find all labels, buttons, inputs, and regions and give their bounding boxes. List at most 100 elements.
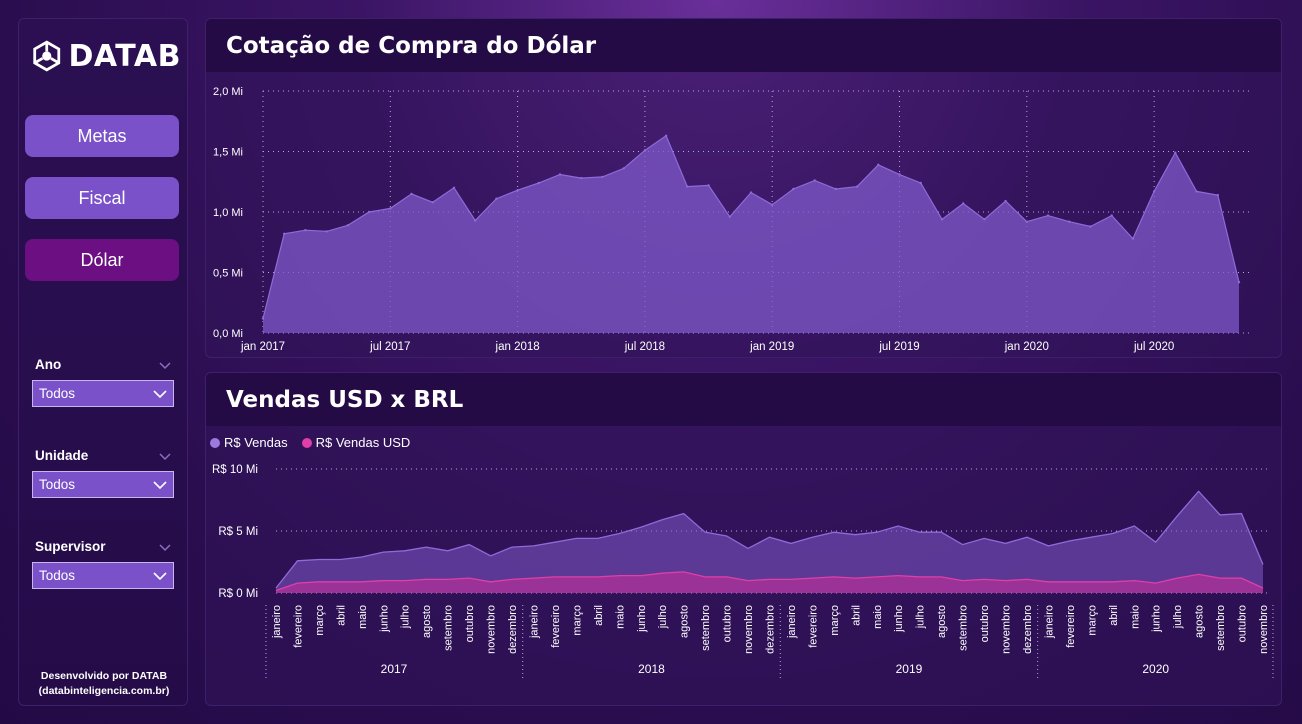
month-label: outubro [979, 605, 991, 642]
x-tick-label: jan 2018 [495, 341, 540, 353]
credit-line-1: Desenvolvido por DATAB [40, 670, 168, 682]
month-label: fevereiro [292, 605, 304, 648]
unidade-dropdown-value: Todos [39, 477, 76, 492]
month-label: junho [1151, 605, 1163, 633]
data-point [749, 191, 753, 194]
sidebar: DATAB Metas Fiscal Dólar Ano Todos Unida… [18, 18, 188, 706]
month-label: abril [593, 605, 605, 626]
data-point [410, 192, 413, 196]
legend-dot-rs-vendas [210, 437, 220, 448]
unidade-collapse-chevron-icon[interactable] [159, 450, 171, 462]
series-line-rs-vendas [275, 490, 1264, 589]
data-point [1174, 151, 1177, 154]
month-label: janeiro [528, 605, 540, 639]
x-tick-label: jul 2018 [624, 341, 665, 353]
data-point [580, 176, 583, 180]
dollar-quote-panel: Cotação de Compra do Dólar 2,0 Mi 1,5 Mi 1… [205, 18, 1282, 358]
month-label: dezembro [507, 605, 519, 654]
year-label: 2019 [896, 662, 923, 676]
month-label: março [1086, 605, 1098, 636]
y-tick-label: 0,5 Mi [213, 268, 243, 280]
dolar-button[interactable]: Dólar [25, 239, 179, 281]
supervisor-dropdown[interactable]: Todos [32, 562, 174, 589]
month-label: fevereiro [1065, 605, 1077, 648]
data-point [1068, 220, 1071, 223]
supervisor-collapse-chevron-icon[interactable] [159, 541, 171, 553]
data-point [1152, 190, 1156, 193]
data-point [919, 181, 922, 185]
data-point [1004, 199, 1007, 203]
month-label: novembro [1258, 605, 1270, 654]
x-tick-label: jan 2020 [1004, 341, 1049, 353]
data-point [855, 185, 859, 188]
ano-dropdown-value: Todos [39, 386, 76, 401]
month-label: fevereiro [807, 605, 819, 648]
data-point [601, 175, 604, 179]
datab-logo-icon [33, 40, 61, 72]
data-point [389, 207, 392, 210]
x-tick-label: jul 2019 [878, 341, 919, 353]
data-point [516, 189, 519, 192]
metas-button[interactable]: Metas [25, 115, 179, 157]
month-label: junho [636, 605, 648, 633]
ano-dropdown[interactable]: Todos [32, 380, 174, 407]
data-point [877, 163, 880, 166]
data-point [643, 149, 647, 152]
month-label: agosto [679, 605, 691, 638]
legend-label-rs-vendas: R$ Vendas [224, 435, 288, 450]
data-point [283, 232, 286, 235]
data-point [622, 167, 625, 170]
data-point [792, 187, 795, 191]
data-point [474, 219, 477, 222]
month-label: julho [915, 605, 927, 629]
series-area-rs-vendas [276, 491, 1263, 593]
data-point [664, 134, 668, 137]
data-point [940, 218, 944, 221]
month-label: julho [657, 605, 669, 629]
ano-collapse-chevron-icon[interactable] [159, 359, 171, 371]
legend-item-rs-vendas[interactable]: R$ Vendas [210, 435, 288, 450]
month-label: março [571, 605, 583, 636]
month-label: setembro [443, 605, 455, 651]
data-point [813, 179, 816, 182]
year-label: 2017 [381, 662, 408, 676]
data-point [1131, 237, 1135, 240]
month-label: outubro [464, 605, 476, 642]
legend-item-rs-vendas-usd[interactable]: R$ Vendas USD [301, 435, 410, 450]
month-label: maio [357, 605, 369, 629]
month-label: junho [378, 605, 390, 633]
month-label: dezembro [1022, 605, 1034, 654]
x-tick-label: jul 2017 [369, 341, 410, 353]
month-label: abril [335, 605, 347, 626]
fiscal-button[interactable]: Fiscal [25, 177, 179, 219]
dollar-area [263, 135, 1239, 333]
month-label: agosto [1194, 605, 1206, 638]
data-point [304, 229, 307, 232]
data-point [452, 186, 456, 189]
chevron-down-icon [153, 571, 167, 580]
month-label: novembro [486, 605, 498, 654]
month-label: setembro [1215, 605, 1227, 651]
y-tick-label: R$ 10 Mi [212, 464, 258, 476]
data-point [1089, 225, 1092, 228]
ano-filter-label: Ano [35, 357, 62, 372]
sales-usd-brl-chart: R$ 10 Mi R$ 5 Mi R$ 0 Mi janeiro fevereiro ma… [212, 464, 1274, 680]
legend-dot-rs-vendas-usd [301, 437, 312, 448]
credit-line-2: (databinteligencia.com.br) [38, 685, 170, 697]
year-label: 2020 [1142, 662, 1169, 676]
unidade-dropdown[interactable]: Todos [32, 471, 174, 498]
data-point [261, 317, 265, 320]
y-tick-label: 1,5 Mi [213, 147, 243, 159]
data-point [728, 215, 731, 218]
y-tick-label: 1,0 Mi [213, 207, 243, 219]
y-tick-label: R$ 5 Mi [218, 526, 258, 538]
month-label: fevereiro [550, 605, 562, 648]
data-point [558, 173, 562, 176]
chevron-down-icon [153, 389, 167, 398]
y-tick-label: R$ 0 Mi [218, 588, 258, 600]
x-tick-label: jan 2019 [749, 341, 794, 353]
series-area-rs-vendas-usd [276, 571, 1263, 593]
data-point [325, 230, 328, 233]
logo-text: DATAB [68, 38, 181, 74]
series-line-rs-vendas-usd [275, 571, 1264, 592]
